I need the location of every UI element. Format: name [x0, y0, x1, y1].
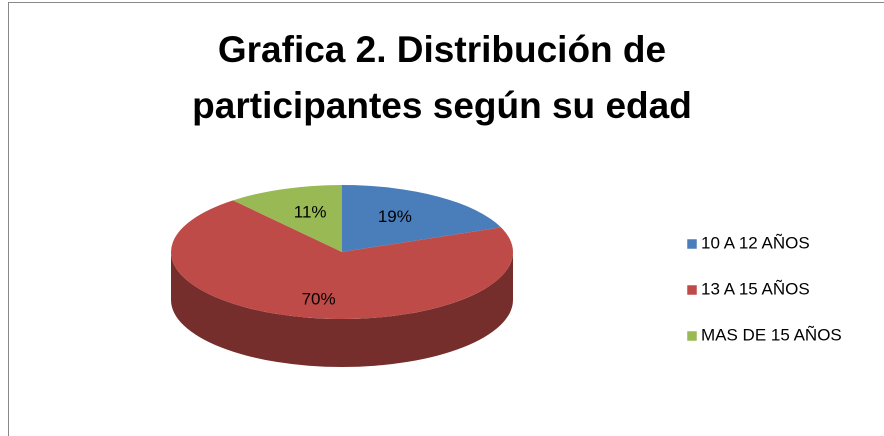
chart-title: Grafica 2. Distribución de participantes…: [192, 29, 692, 126]
data-label: 70%: [302, 290, 336, 309]
chart-border: [8, 2, 884, 436]
legend-swatch: [686, 330, 698, 342]
legend-label: MAS DE 15 AÑOS: [701, 325, 842, 344]
pie-slice: [171, 200, 514, 319]
data-label: 11%: [294, 202, 327, 221]
legend-swatch: [686, 238, 698, 250]
legend-swatch: [686, 284, 698, 296]
legend-label: 10 A 12 AÑOS: [701, 233, 810, 252]
pie-slice: [233, 185, 342, 252]
data-label: 19%: [378, 207, 412, 226]
pie-slice-side: [171, 252, 513, 367]
legend-label: 13 A 15 AÑOS: [701, 279, 810, 298]
pie-slice: [342, 185, 501, 252]
